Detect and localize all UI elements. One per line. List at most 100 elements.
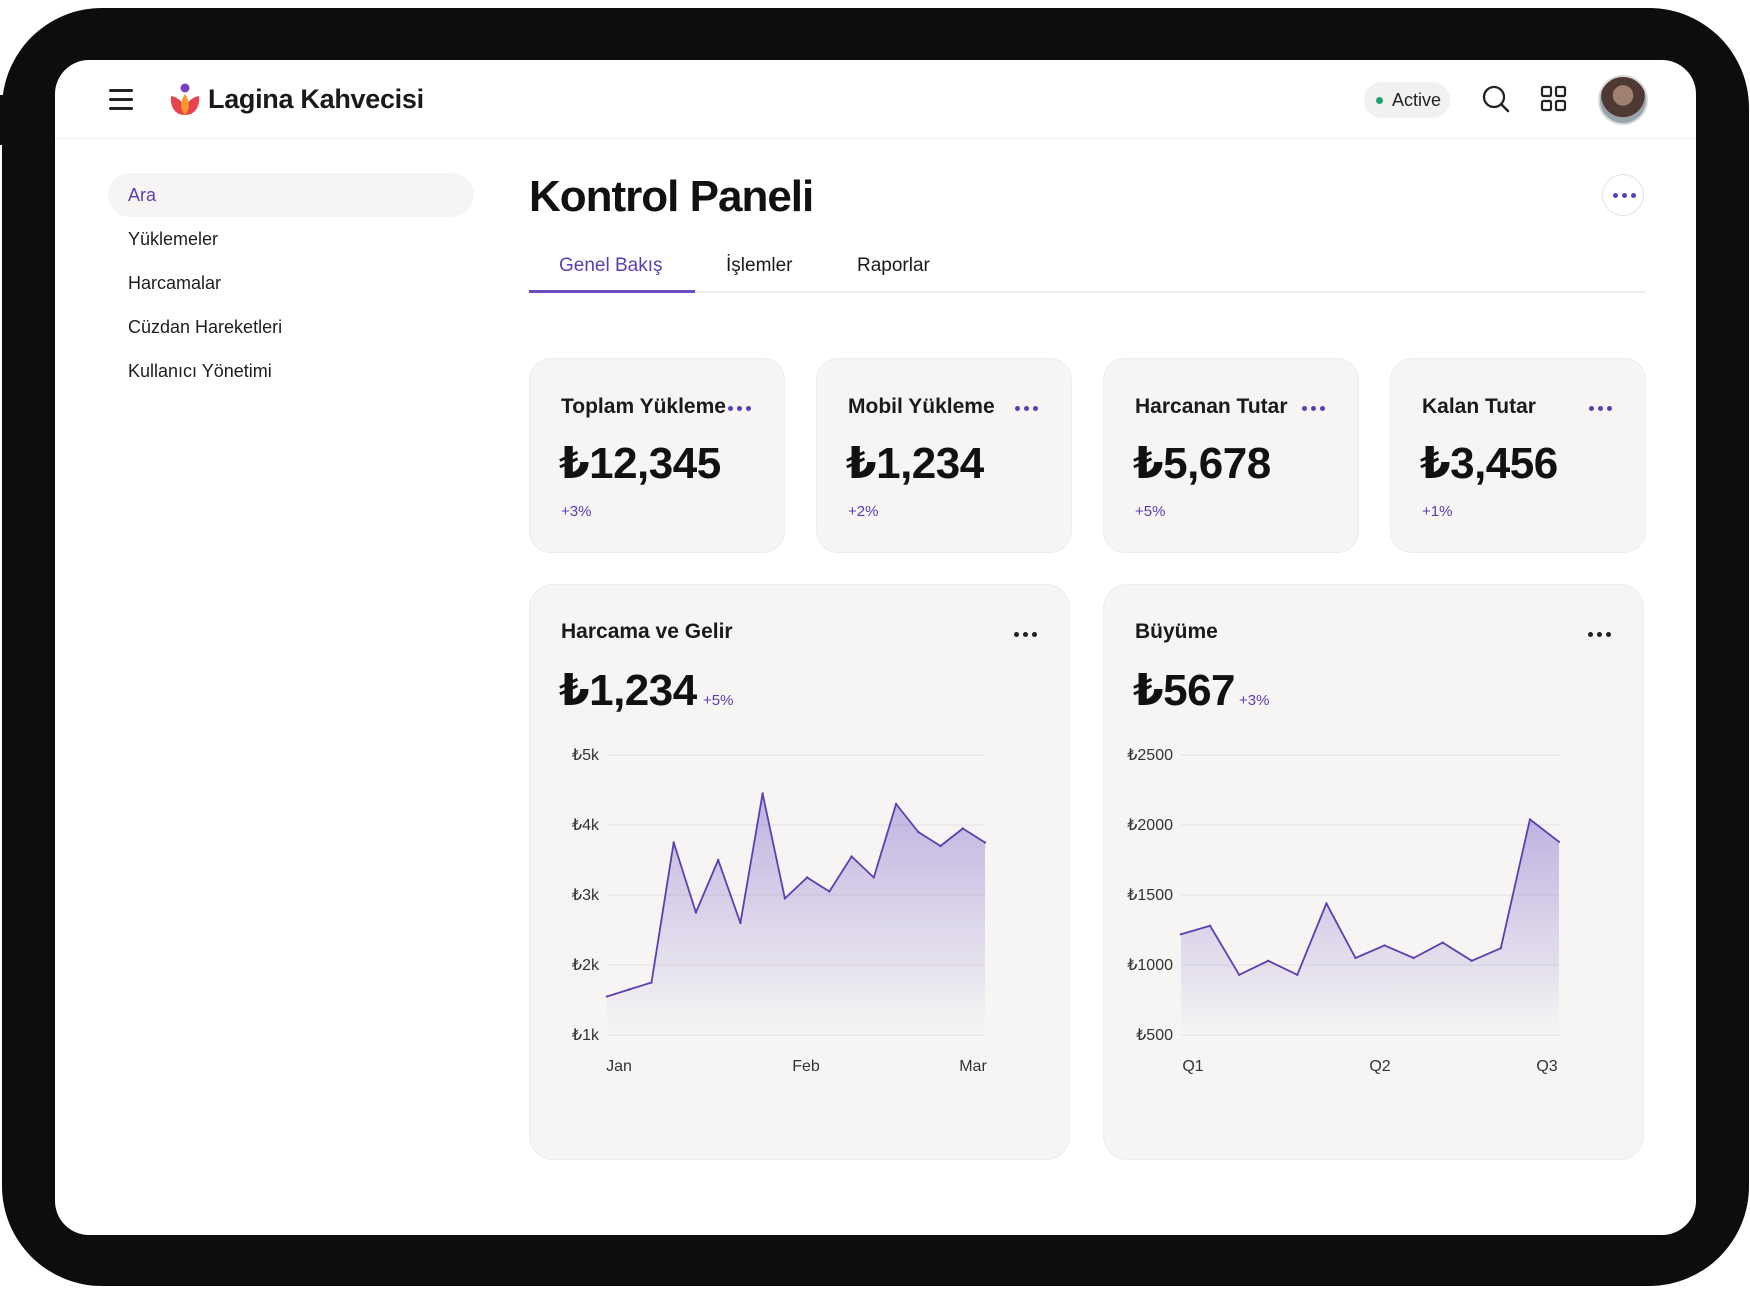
card-more-icon[interactable] bbox=[1302, 406, 1325, 411]
tab-raporlar[interactable]: Raporlar bbox=[857, 255, 930, 276]
data-point bbox=[716, 858, 720, 862]
sidebar-item-cuzdan-hareketleri[interactable]: Cüzdan Hareketleri bbox=[128, 316, 283, 337]
data-point bbox=[650, 981, 653, 984]
area-chart: ₺5k ₺4k ₺3k ₺2k ₺1k Jan Feb Mar bbox=[572, 747, 988, 1075]
grid-icon[interactable] bbox=[1537, 82, 1571, 116]
chart-change: +5% bbox=[703, 692, 734, 709]
top-bar: Lagina Kahvecisi Active bbox=[55, 60, 1696, 139]
status-dot bbox=[1376, 96, 1383, 104]
active-tab-indicator bbox=[529, 290, 695, 293]
data-point bbox=[1412, 956, 1415, 960]
sidebar-item-yuklemeler[interactable]: Yüklemeler bbox=[128, 228, 219, 249]
search-icon[interactable] bbox=[1479, 82, 1513, 116]
y-tick-label: ₺2500 bbox=[1127, 747, 1173, 764]
status-label: Active bbox=[1392, 89, 1442, 110]
chart-value: ₺1,234 bbox=[559, 666, 697, 715]
chart-value: ₺567 bbox=[1133, 666, 1236, 715]
data-point bbox=[694, 911, 698, 914]
card-more-icon[interactable] bbox=[728, 406, 751, 411]
tab-islemler[interactable]: İşlemler bbox=[726, 255, 793, 276]
page-more-button[interactable] bbox=[1602, 174, 1644, 216]
x-tick-label: Mar bbox=[959, 1058, 987, 1075]
status-badge: Active bbox=[1364, 82, 1450, 118]
card-more-icon[interactable] bbox=[1015, 406, 1038, 411]
area-chart: ₺2500 ₺2000 ₺1500 ₺1000 ₺500 Q1 Q2 Q3 bbox=[1127, 747, 1561, 1075]
series-line bbox=[606, 792, 986, 998]
data-point bbox=[605, 995, 609, 998]
data-point bbox=[917, 830, 920, 834]
chart-card-harcama-ve-gelir: Harcama ve Gelir ₺1,234 +5% ₺5k ₺4k ₺3k ₺2k… bbox=[529, 584, 1070, 1160]
sidebar: Ara Yüklemeler Harcamalar Cüzdan Hareket… bbox=[108, 173, 474, 393]
y-tick-label: ₺1000 bbox=[1127, 957, 1173, 974]
data-point bbox=[1354, 956, 1357, 960]
card-more-icon[interactable] bbox=[1588, 632, 1611, 637]
x-tick-label: Feb bbox=[792, 1058, 820, 1075]
data-point bbox=[850, 855, 853, 858]
x-tick-label: Q1 bbox=[1182, 1058, 1203, 1075]
brand-name: Lagina Kahvecisi bbox=[208, 84, 424, 114]
data-point bbox=[1499, 947, 1503, 950]
data-point bbox=[1208, 924, 1212, 927]
tablet-side-button bbox=[0, 95, 4, 145]
data-point bbox=[872, 876, 876, 879]
stat-card-toplam-yukleme: Toplam Yükleme ₺12,345 +3% bbox=[529, 358, 785, 553]
series-area bbox=[1181, 819, 1559, 1035]
chart-change: +3% bbox=[1239, 692, 1270, 709]
card-more-icon[interactable] bbox=[1014, 632, 1037, 637]
stat-value: ₺5,678 bbox=[1133, 439, 1271, 488]
chart-title: Büyüme bbox=[1135, 620, 1218, 643]
y-tick-label: ₺2000 bbox=[1127, 817, 1173, 834]
avatar[interactable] bbox=[1598, 75, 1648, 125]
more-icon bbox=[1613, 193, 1636, 198]
data-point bbox=[1296, 973, 1299, 976]
stat-title: Harcanan Tutar bbox=[1135, 395, 1288, 418]
data-point bbox=[1179, 933, 1183, 936]
data-point bbox=[1557, 840, 1561, 843]
sidebar-item-harcamalar[interactable]: Harcamalar bbox=[128, 272, 222, 293]
stat-change: +3% bbox=[561, 503, 592, 520]
tab-genel-bakis[interactable]: Genel Bakış bbox=[559, 255, 663, 276]
data-point bbox=[739, 921, 742, 925]
data-point bbox=[828, 890, 831, 893]
stat-card-mobil-yukleme: Mobil Yükleme ₺1,234 +2% bbox=[816, 358, 1072, 553]
stat-value: ₺12,345 bbox=[559, 439, 721, 488]
series-line bbox=[1180, 818, 1560, 976]
stat-title: Kalan Tutar bbox=[1422, 395, 1536, 418]
data-point bbox=[805, 876, 809, 879]
y-tick-label: ₺3k bbox=[572, 887, 600, 904]
app-screen: Lagina Kahvecisi Active Ara Yüklemeler H… bbox=[55, 60, 1696, 1235]
stat-card-kalan-tutar: Kalan Tutar ₺3,456 +1% bbox=[1390, 358, 1646, 553]
data-point bbox=[1383, 944, 1386, 947]
stat-value: ₺1,234 bbox=[846, 439, 984, 488]
series-area bbox=[607, 793, 985, 1035]
x-tick-label: Q3 bbox=[1536, 1058, 1557, 1075]
data-point bbox=[628, 988, 631, 991]
data-point bbox=[1267, 959, 1270, 962]
x-tick-label: Q2 bbox=[1369, 1058, 1390, 1075]
x-tick-label: Jan bbox=[606, 1058, 632, 1075]
data-point bbox=[1325, 902, 1328, 905]
data-point bbox=[1470, 959, 1473, 962]
sidebar-item-ara[interactable]: Ara bbox=[108, 173, 474, 217]
data-point bbox=[1528, 818, 1532, 821]
page-title: Kontrol Paneli bbox=[529, 172, 814, 221]
y-tick-label: ₺1k bbox=[572, 1027, 600, 1044]
menu-icon[interactable] bbox=[109, 89, 135, 111]
stat-card-harcanan-tutar: Harcanan Tutar ₺5,678 +5% bbox=[1103, 358, 1359, 553]
data-point bbox=[761, 792, 764, 795]
y-tick-label: ₺2k bbox=[572, 957, 600, 974]
stat-value: ₺3,456 bbox=[1420, 439, 1558, 488]
sidebar-item-kullanici-yonetimi[interactable]: Kullanıcı Yönetimi bbox=[128, 360, 272, 381]
tab-bar: Genel Bakış İşlemler Raporlar bbox=[529, 255, 1645, 293]
y-tick-label: ₺5k bbox=[572, 747, 600, 764]
card-more-icon[interactable] bbox=[1589, 406, 1612, 411]
data-point bbox=[672, 841, 675, 844]
data-point bbox=[961, 827, 964, 830]
y-tick-label: ₺4k bbox=[572, 817, 600, 834]
data-point bbox=[783, 897, 787, 900]
y-tick-label: ₺500 bbox=[1136, 1027, 1173, 1044]
data-point bbox=[1441, 941, 1444, 944]
chart-title: Harcama ve Gelir bbox=[561, 620, 733, 643]
y-tick-label: ₺1500 bbox=[1127, 887, 1173, 904]
stat-title: Mobil Yükleme bbox=[848, 395, 995, 418]
